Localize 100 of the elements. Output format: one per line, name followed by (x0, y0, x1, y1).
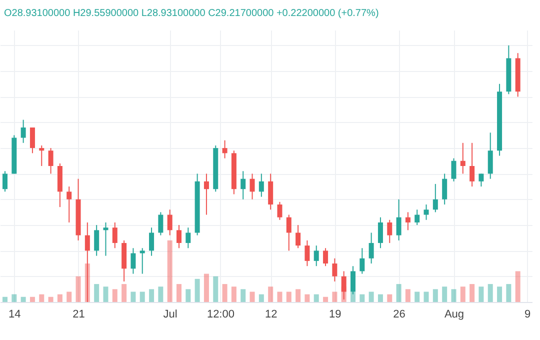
bar (478, 286, 484, 302)
bar (296, 289, 301, 302)
candlestick (204, 173, 209, 216)
bar (360, 294, 365, 302)
candlestick (332, 258, 338, 282)
candlestick (186, 227, 191, 249)
candlestick (424, 204, 429, 220)
bar (442, 286, 448, 302)
bar (286, 292, 292, 302)
bar (122, 284, 127, 302)
bar (57, 294, 62, 302)
candlestick (368, 232, 374, 264)
bar (250, 292, 255, 302)
bar (20, 296, 26, 302)
bar (194, 278, 200, 302)
bar (304, 294, 310, 302)
bar (158, 286, 164, 302)
candlestick (140, 248, 145, 274)
candlestick (240, 170, 246, 200)
bar (470, 284, 475, 302)
candlestick (314, 245, 319, 267)
x-tick-label: 9 (524, 308, 531, 320)
bar (323, 296, 328, 302)
candlestick (222, 140, 228, 159)
bar (396, 284, 402, 302)
candlestick (268, 173, 274, 210)
candlestick (176, 224, 182, 249)
candlestick (470, 142, 475, 188)
bar (424, 292, 429, 302)
bar (213, 276, 218, 302)
candlestick (39, 144, 44, 166)
candlestick (451, 158, 456, 182)
candlestick (360, 248, 365, 274)
bar (332, 292, 338, 302)
candlestick (460, 142, 466, 174)
bar (204, 274, 209, 302)
bar (103, 286, 108, 302)
bar (488, 284, 493, 302)
candlestick (149, 227, 154, 256)
bar (368, 292, 374, 302)
bar (258, 294, 264, 302)
candlestick (341, 270, 346, 300)
candlestick (488, 132, 493, 180)
candlestick (277, 201, 282, 220)
candlestick (286, 214, 292, 252)
candlestick (396, 198, 402, 241)
bar (130, 292, 136, 302)
bar (76, 276, 81, 302)
candlestick (387, 219, 392, 244)
bar (186, 289, 191, 302)
bar (149, 289, 154, 302)
bar (277, 292, 282, 302)
x-tick-label: 14 (8, 308, 21, 320)
candlestick (112, 222, 118, 249)
bar (506, 284, 512, 302)
bar (30, 296, 35, 302)
candlestick (258, 173, 264, 198)
candlestick (296, 224, 301, 249)
candlestick (167, 209, 172, 236)
candlestick (478, 173, 484, 188)
candlestick (414, 209, 420, 226)
chart-title: O28.93100000 H29.55900000 L28.93100000 C29.21700000 +0.22200000 (+0.77%) (4, 8, 379, 19)
x-tick-label: 12:00 (206, 308, 234, 320)
bar (12, 294, 17, 302)
x-tick-label: Aug (444, 308, 464, 320)
candlestick (323, 248, 328, 267)
bar (94, 284, 100, 302)
candlestick (94, 224, 100, 256)
bar (112, 289, 118, 302)
bar (451, 289, 456, 302)
bar (414, 292, 420, 302)
bar (497, 286, 502, 302)
bar (2, 296, 8, 302)
bar (460, 286, 466, 302)
candlestick (66, 186, 72, 223)
candlestick (20, 119, 26, 144)
bar (405, 289, 410, 302)
bar (387, 294, 392, 302)
candlestick (405, 212, 410, 231)
bar (176, 284, 182, 302)
bar (66, 292, 72, 302)
candlestick (30, 127, 35, 154)
bar (231, 286, 236, 302)
candlestick (48, 148, 54, 174)
bar (240, 289, 246, 302)
candlestick (2, 170, 8, 192)
bar (167, 240, 172, 302)
candlestick (158, 212, 164, 236)
bar (222, 284, 228, 302)
x-tick-label: 12 (264, 308, 278, 320)
bar (140, 292, 145, 302)
candlestick (103, 222, 108, 256)
candlestick (432, 183, 438, 213)
bar (39, 294, 44, 302)
x-tick-label: 21 (72, 308, 85, 320)
bar (268, 286, 274, 302)
candlestick (378, 216, 383, 249)
candlestick (442, 173, 448, 205)
bar (515, 271, 520, 302)
candlestick (304, 240, 310, 267)
